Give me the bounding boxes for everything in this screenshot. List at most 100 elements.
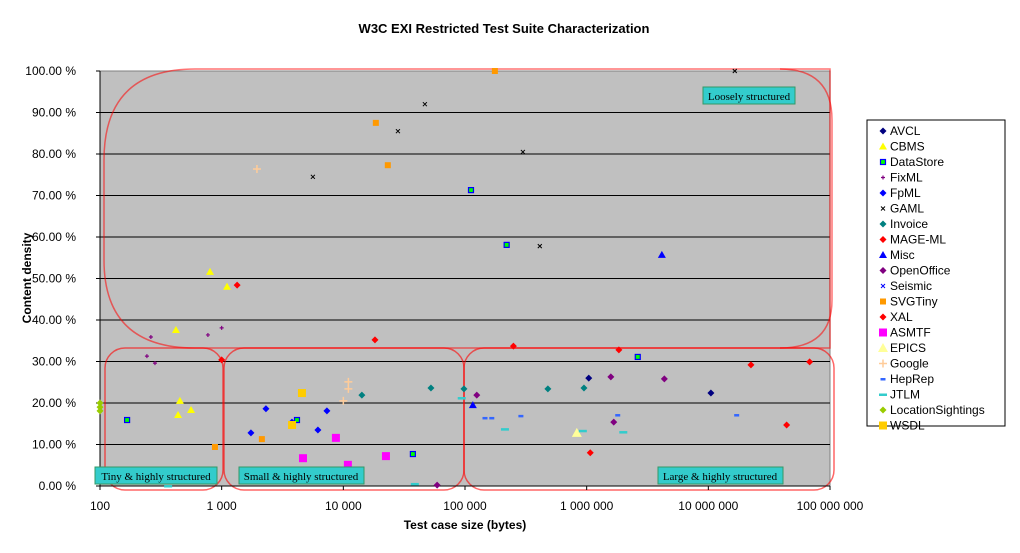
legend-marker (880, 378, 886, 381)
data-point (298, 454, 307, 463)
series-heprep (482, 414, 740, 420)
data-point (96, 399, 104, 407)
series-wsdl (288, 389, 306, 429)
legend-marker (879, 189, 887, 197)
region-label-loosely: Loosely structured (708, 91, 791, 103)
legend-item: Seismic (880, 279, 932, 293)
series-datastore (123, 187, 641, 458)
data-point (500, 428, 509, 431)
data-point (610, 418, 618, 426)
data-point (509, 342, 517, 350)
legend-item: FpML (879, 186, 921, 200)
x-tick-label: 10 000 (325, 499, 362, 513)
data-point (537, 243, 543, 249)
data-point (585, 374, 593, 382)
legend-label: GAML (890, 202, 924, 216)
legend-marker (880, 298, 886, 305)
legend-label: SVGTiny (890, 295, 938, 309)
data-point (422, 101, 428, 107)
y-tick-label: 80.00 % (32, 147, 76, 161)
region-label-large: Large & highly structured (663, 471, 778, 483)
x-tick-label: 100 000 000 (797, 499, 864, 513)
data-point (262, 405, 270, 413)
data-point (544, 385, 552, 393)
legend-marker (879, 406, 887, 414)
data-point (409, 450, 416, 458)
region-label-small: Small & highly structured (244, 471, 359, 483)
series-jtlm (164, 397, 628, 488)
series-asmtf (298, 433, 390, 469)
y-axis-ticks: 0.00 % 10.00 % 20.00 % 30.00 % 40.00 % 50.00 … (25, 64, 100, 493)
data-point (331, 433, 340, 442)
region-loosely-structured-corner (779, 68, 833, 349)
data-point (381, 452, 390, 461)
legend-marker (881, 175, 885, 180)
data-point (344, 377, 353, 386)
legend-label: FixML (890, 171, 923, 185)
data-point (634, 353, 641, 361)
data-point (734, 414, 740, 417)
legend-label: EPICS (890, 341, 926, 355)
data-point (187, 406, 196, 414)
y-tick-label: 60.00 % (32, 230, 76, 244)
legend-marker (879, 328, 887, 337)
data-point (586, 449, 594, 457)
data-point (174, 411, 183, 419)
legend-marker (879, 127, 887, 135)
legend-item: Invoice (879, 217, 928, 231)
legend-label: HepRep (890, 372, 934, 386)
data-point (806, 358, 814, 366)
legend-marker (879, 359, 887, 368)
data-point (297, 389, 306, 398)
data-points (96, 68, 814, 489)
series-svgtiny (211, 68, 498, 450)
legend-item: GAML (880, 202, 924, 216)
legend-item: Google (879, 357, 929, 371)
legend-marker (879, 142, 887, 150)
legend-item: FixML (881, 171, 923, 185)
legend-marker (879, 267, 887, 274)
data-point (520, 149, 526, 155)
data-point (344, 384, 353, 393)
legend-label: OpenOffice (890, 264, 951, 278)
data-point (410, 482, 419, 486)
data-point (148, 335, 153, 340)
data-point (518, 414, 524, 418)
y-tick-label: 0.00 % (39, 479, 77, 493)
data-point (206, 267, 215, 275)
data-point (211, 443, 218, 450)
y-tick-label: 10.00 % (32, 438, 76, 452)
legend-label: ASMTF (890, 326, 931, 340)
legend-label: FpML (890, 186, 921, 200)
data-point (482, 416, 488, 420)
data-point (339, 396, 348, 405)
legend-item: HepRep (880, 372, 934, 386)
legend-marker (879, 393, 887, 396)
legend-label: Misc (890, 248, 915, 262)
legend-marker (879, 251, 887, 258)
data-point (395, 128, 401, 134)
data-point (258, 436, 265, 443)
data-point (384, 162, 391, 169)
legend-item: ASMTF (879, 326, 931, 340)
series-epics (571, 427, 582, 437)
data-point (427, 384, 435, 392)
legend-label: WSDL (890, 419, 925, 433)
legend-item: MAGE-ML (879, 233, 946, 247)
x-tick-label: 10 000 000 (678, 499, 738, 513)
data-point (732, 68, 738, 74)
data-point (571, 427, 582, 437)
legend-label: AVCL (890, 124, 921, 138)
legend-label: Seismic (890, 279, 932, 293)
data-point (372, 119, 379, 126)
legend-item: EPICS (878, 341, 926, 355)
legend-item: Misc (879, 248, 915, 262)
legend-label: XAL (890, 310, 913, 324)
data-point (619, 431, 628, 434)
legend-item: JTLM (879, 388, 920, 402)
data-point (223, 282, 232, 290)
y-tick-label: 90.00 % (32, 106, 76, 120)
data-point (314, 426, 322, 434)
legend-marker (879, 220, 887, 228)
